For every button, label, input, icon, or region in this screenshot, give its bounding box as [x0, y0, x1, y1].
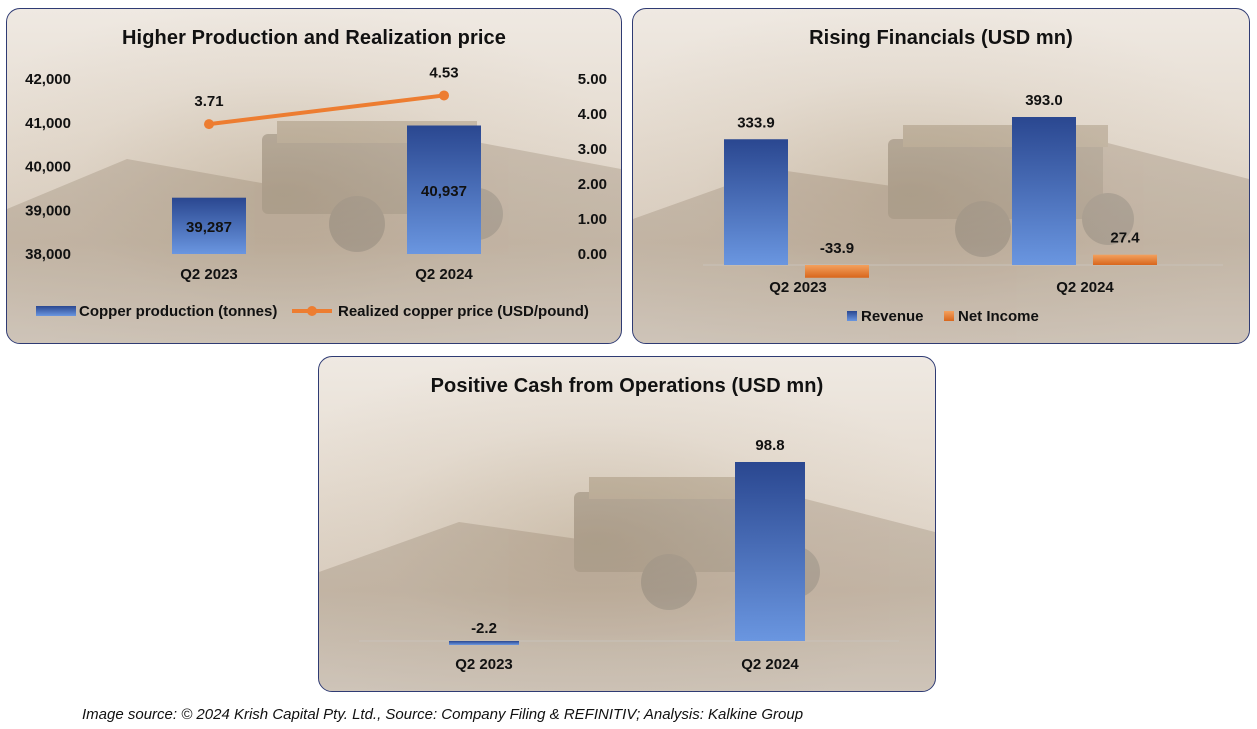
- category-label: Q2 2023: [180, 266, 238, 283]
- financials-chart: 333.9 393.0 -33.9 27.4 Q2 2023 Q2 2024 Revenue…: [703, 92, 1223, 325]
- legend-marker-price: [307, 306, 317, 316]
- price-line: [208, 93, 445, 127]
- price-point-label: 3.71: [194, 93, 223, 110]
- price-point: [439, 90, 449, 101]
- production-bar: [407, 125, 481, 254]
- right-axis-tick-label: 1.00: [578, 211, 607, 228]
- left-axis-tick-label: 41,000: [25, 115, 71, 132]
- legend-swatch-net-income: [944, 311, 954, 321]
- category-label: Q2 2023: [455, 656, 513, 673]
- cash-operations-panel: Positive Cash from Operations (USD mn) -…: [318, 356, 936, 692]
- legend-label-production: Copper production (tonnes): [79, 303, 277, 320]
- left-axis-tick-label: 42,000: [25, 71, 71, 88]
- left-axis-tick-label: 40,000: [25, 159, 71, 176]
- category-label: Q2 2024: [741, 656, 799, 673]
- right-axis-tick-label: 0.00: [578, 246, 607, 263]
- production-price-chart: 38,000 39,000 40,000 41,000 42,000 0.00 1.00 2.…: [25, 64, 607, 320]
- revenue-bar-label: 393.0: [1025, 92, 1063, 109]
- category-label: Q2 2023: [769, 279, 827, 296]
- right-axis-tick-label: 5.00: [578, 71, 607, 88]
- legend-label-revenue: Revenue: [861, 308, 924, 325]
- revenue-bar: [724, 139, 788, 265]
- price-point: [204, 119, 214, 130]
- net-income-bar-label: 27.4: [1110, 230, 1140, 247]
- cash-operations-bar-label: -2.2: [471, 620, 497, 637]
- legend-label-net-income: Net Income: [958, 308, 1039, 325]
- left-axis-tick-label: 38,000: [25, 246, 71, 263]
- production-price-panel: Higher Production and Realization price …: [6, 8, 622, 344]
- price-point-label: 4.53: [429, 64, 458, 81]
- right-axis-tick-label: 3.00: [578, 141, 607, 158]
- revenue-bar: [1012, 117, 1076, 265]
- right-axis-tick-label: 4.00: [578, 106, 607, 123]
- net-income-bar: [1093, 254, 1157, 265]
- revenue-bar-label: 333.9: [737, 114, 775, 131]
- cash-operations-bar: [449, 641, 519, 645]
- cash-operations-chart: -2.2 98.8 Q2 2023 Q2 2024: [359, 437, 899, 673]
- legend-swatch-revenue: [847, 311, 857, 321]
- chart-title: Positive Cash from Operations (USD mn): [430, 375, 824, 397]
- production-bar: [172, 197, 246, 254]
- net-income-bar-label: -33.9: [820, 240, 854, 257]
- chart-title: Rising Financials (USD mn): [809, 27, 1073, 49]
- cash-operations-bar: [735, 462, 805, 641]
- cash-operations-bar-label: 98.8: [755, 437, 784, 454]
- production-bar-label: 40,937: [421, 183, 467, 200]
- production-bar-label: 39,287: [186, 219, 232, 236]
- left-axis-tick-label: 39,000: [25, 202, 71, 219]
- image-source-caption: Image source: © 2024 Krish Capital Pty. …: [82, 706, 804, 723]
- category-label: Q2 2024: [415, 266, 473, 283]
- financials-panel: Rising Financials (USD mn) 333.9 393.0 -33…: [632, 8, 1250, 344]
- legend-label-price: Realized copper price (USD/pound): [338, 303, 589, 320]
- chart-title: Higher Production and Realization price: [122, 27, 506, 49]
- net-income-bar: [805, 265, 869, 278]
- legend-swatch-production: [36, 306, 76, 316]
- right-axis-tick-label: 2.00: [578, 176, 607, 193]
- category-label: Q2 2024: [1056, 279, 1114, 296]
